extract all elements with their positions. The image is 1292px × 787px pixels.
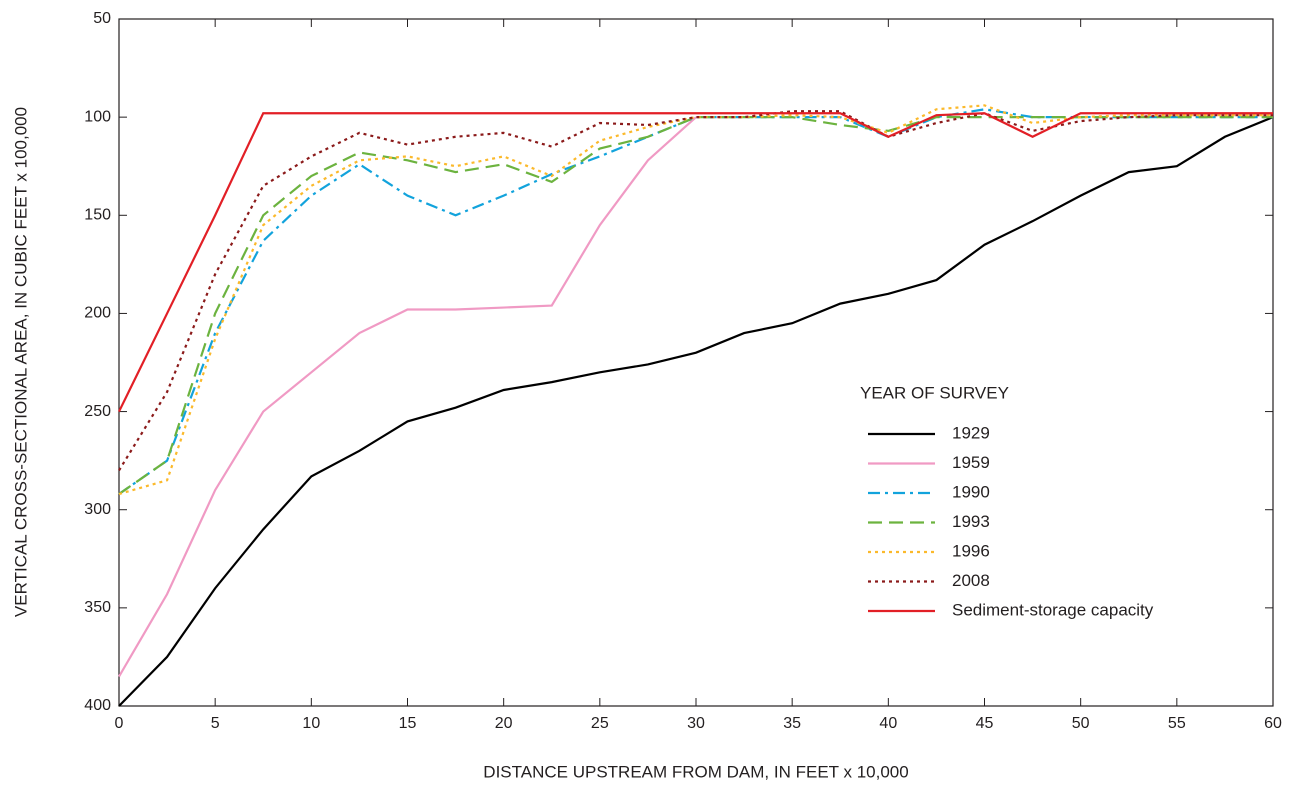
x-tick-label: 40 xyxy=(879,715,897,732)
x-tick-label: 0 xyxy=(115,715,124,732)
legend-title: YEAR OF SURVEY xyxy=(860,383,1009,402)
x-tick-label: 10 xyxy=(302,715,320,732)
legend-label: 1993 xyxy=(952,512,990,531)
y-tick-label: 100 xyxy=(84,108,111,125)
legend-label: 1959 xyxy=(952,453,990,472)
y-tick-label: 200 xyxy=(84,305,111,322)
legend-label: Sediment-storage capacity xyxy=(952,600,1154,619)
series-line xyxy=(118,112,1273,413)
x-tick-label: 30 xyxy=(687,715,705,732)
x-tick-label: 60 xyxy=(1264,715,1282,732)
x-tick-label: 35 xyxy=(783,715,801,732)
legend-label: 1996 xyxy=(952,541,990,560)
x-axis-label: DISTANCE UPSTREAM FROM DAM, IN FEET x 10… xyxy=(483,762,908,781)
series-line xyxy=(118,116,697,678)
series-line xyxy=(118,104,1273,496)
x-tick-label: 25 xyxy=(591,715,609,732)
x-tick-label: 45 xyxy=(976,715,994,732)
legend-label: 1990 xyxy=(952,482,990,501)
x-tick-label: 15 xyxy=(399,715,417,732)
x-tick-label: 50 xyxy=(1072,715,1090,732)
series-line xyxy=(118,110,1273,472)
y-tick-label: 350 xyxy=(84,599,111,616)
legend-label: 1929 xyxy=(952,423,990,442)
legend-label: 2008 xyxy=(952,571,990,590)
series-line xyxy=(118,108,1273,495)
y-axis-label: VERTICAL CROSS-SECTIONAL AREA, IN CUBIC … xyxy=(11,107,30,617)
y-tick-label: 300 xyxy=(84,501,111,518)
y-tick-label: 400 xyxy=(84,697,111,714)
y-tick-label: 150 xyxy=(84,207,111,224)
series-line xyxy=(118,116,1274,707)
y-tick-label: 250 xyxy=(84,403,111,420)
x-tick-label: 20 xyxy=(495,715,513,732)
x-tick-label: 55 xyxy=(1168,715,1186,732)
series-line xyxy=(118,116,1273,495)
x-tick-label: 5 xyxy=(211,715,220,732)
y-tick-label: 50 xyxy=(93,10,111,27)
